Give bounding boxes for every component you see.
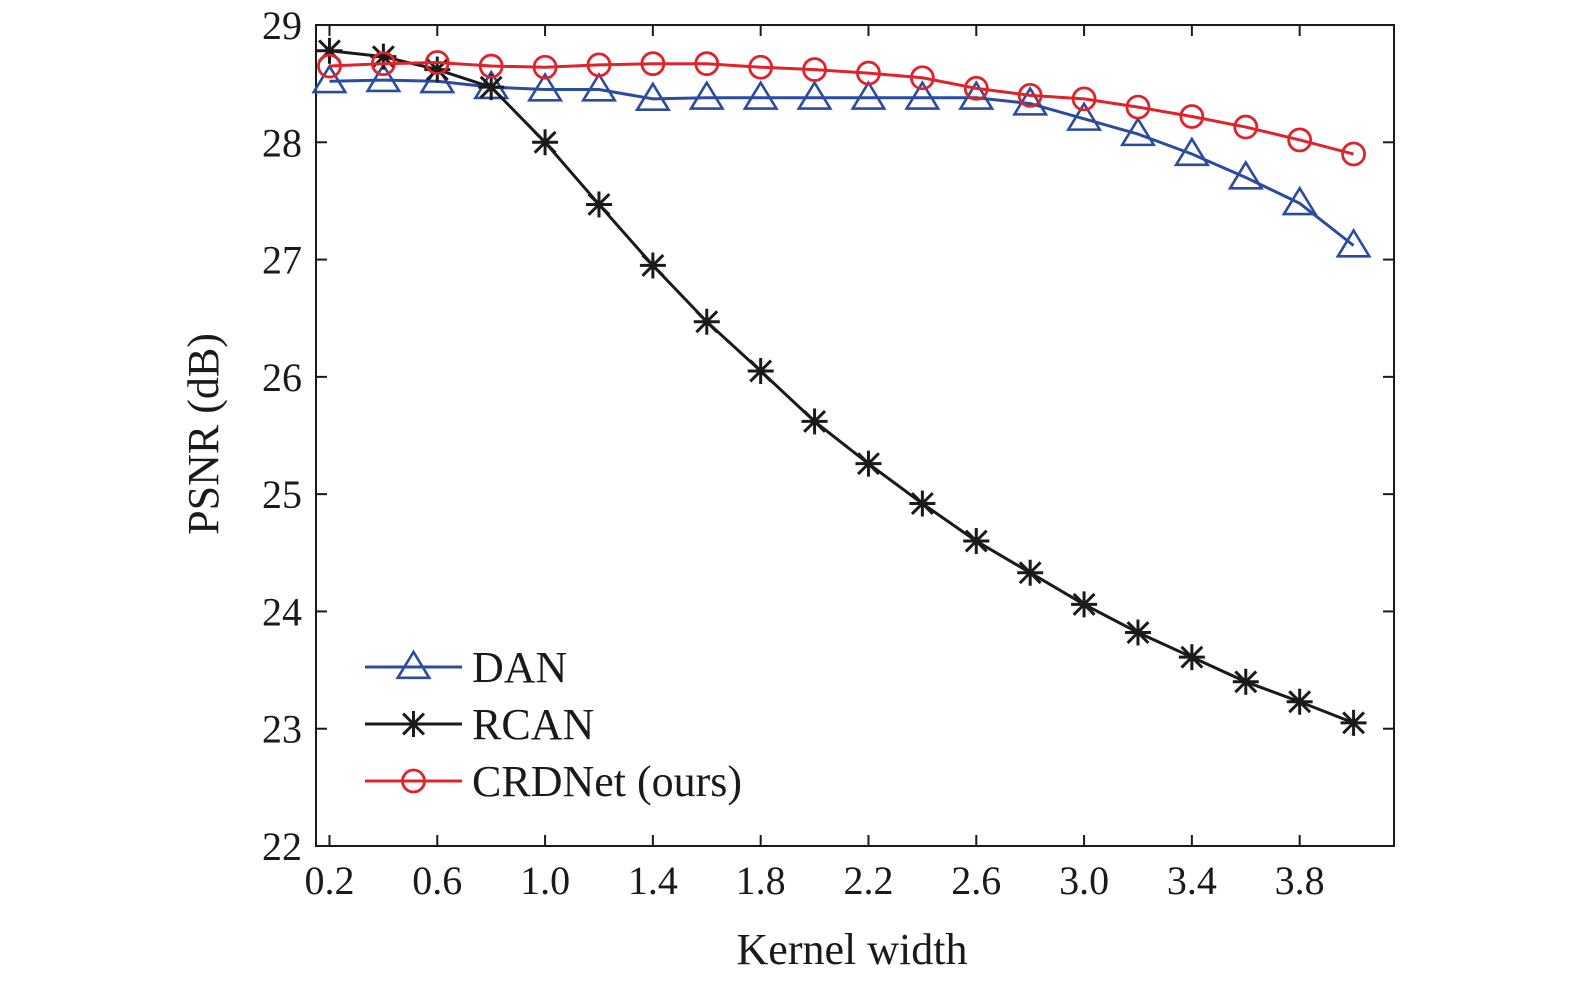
series-rcan (316, 37, 1367, 736)
legend-item-rcan: RCAN (365, 700, 594, 749)
x-tick-label: 1.0 (520, 858, 570, 903)
x-tick-label: 0.2 (304, 858, 354, 903)
data-point-dan (688, 80, 725, 110)
data-point-dan (1335, 228, 1372, 258)
data-point-crdnet-ours (532, 54, 558, 80)
data-point-dan (742, 80, 779, 110)
y-tick-label: 24 (262, 589, 302, 634)
y-tick-label: 25 (262, 472, 302, 517)
data-point-crdnet-ours (424, 50, 450, 75)
legend-marker (395, 649, 432, 680)
data-point-crdnet-ours (856, 60, 881, 86)
data-point-crdnet-ours (586, 52, 612, 78)
data-point-rcan (963, 528, 990, 555)
series-line-crdnet-ours (329, 61, 1354, 156)
x-tick-label: 3.0 (1059, 858, 1109, 903)
series-dan (311, 62, 1372, 258)
data-point-dan (311, 63, 348, 94)
data-point-rcan (747, 357, 774, 384)
data-point-dan (634, 81, 671, 111)
data-point-dan (796, 80, 833, 110)
data-point-crdnet-ours (317, 53, 342, 79)
data-point-dan (1227, 159, 1264, 190)
y-tick-label: 23 (262, 707, 302, 752)
x-tick-label: 2.2 (843, 858, 893, 903)
data-point-rcan (1071, 591, 1098, 618)
legend-item-crdnet-ours: CRDNet (ours) (365, 757, 742, 806)
data-point-crdnet-ours (963, 75, 989, 101)
data-point-crdnet-ours (748, 54, 774, 80)
data-point-rcan (855, 450, 882, 477)
data-point-crdnet-ours (1017, 82, 1043, 108)
data-point-rcan (909, 490, 936, 517)
data-point-crdnet-ours (370, 51, 396, 77)
axes-frame (315, 24, 1395, 847)
data-point-rcan (1232, 668, 1259, 695)
data-point-dan (1119, 116, 1157, 147)
legend-label: DAN (472, 643, 567, 692)
x-axis-label: Kernel width (737, 925, 968, 974)
data-point-rcan (639, 252, 666, 279)
data-point-dan (850, 80, 887, 110)
data-point-crdnet-ours (1341, 141, 1366, 167)
legend-item-dan: DAN (365, 643, 567, 692)
data-point-dan (1066, 101, 1103, 131)
data-point-rcan (801, 408, 828, 435)
legend-label: CRDNet (ours) (472, 757, 742, 806)
data-point-crdnet-ours (1233, 114, 1259, 140)
data-point-dan (1281, 185, 1318, 216)
data-point-dan (904, 80, 941, 110)
data-point-crdnet-ours (1179, 104, 1205, 129)
x-tick-label: 0.6 (412, 858, 462, 903)
data-point-rcan (1286, 688, 1313, 715)
data-point-crdnet-ours (1125, 94, 1151, 120)
data-point-rcan (1340, 709, 1367, 736)
data-point-crdnet-ours (478, 53, 504, 79)
y-tick-label: 29 (262, 3, 302, 48)
legend-marker (400, 711, 427, 737)
x-tick-label: 3.8 (1275, 858, 1325, 903)
y-tick-label: 22 (262, 824, 302, 869)
data-point-rcan (693, 308, 720, 335)
y-tick-label: 27 (262, 238, 302, 283)
legend-marker (401, 768, 426, 794)
data-point-rcan (1017, 559, 1044, 586)
data-point-rcan (478, 74, 505, 101)
series-crdnet-ours (317, 50, 1366, 167)
data-point-crdnet-ours (1287, 127, 1313, 153)
y-axis-label: PSNR (dB) (179, 333, 228, 535)
series-layer (311, 37, 1372, 736)
x-tick-label: 3.4 (1167, 858, 1217, 903)
data-point-rcan (585, 191, 612, 218)
data-point-crdnet-ours (1071, 86, 1097, 112)
data-point-crdnet-ours (802, 57, 827, 82)
y-tick-label: 28 (262, 120, 302, 165)
data-point-rcan (532, 129, 559, 156)
data-point-dan (580, 72, 618, 102)
data-point-dan (365, 62, 402, 93)
y-tick-label: 26 (262, 355, 302, 400)
legend: DAN RCAN CRDNet (ours) (365, 643, 742, 806)
plot-frame (315, 24, 1395, 847)
x-tick-label: 1.4 (628, 858, 678, 903)
data-point-dan (527, 72, 564, 102)
data-point-rcan (1178, 644, 1205, 671)
axis-ticks: 0.2 0.6 1.0 1.4 1.8 2.2 2.6 3.0 3.4 3.8 22 23 24 25 26… (262, 3, 1394, 903)
legend-label: RCAN (472, 700, 594, 749)
data-point-crdnet-ours (640, 51, 666, 77)
data-point-crdnet-ours (694, 51, 720, 77)
data-point-crdnet-ours (909, 65, 935, 91)
x-tick-label: 2.6 (951, 858, 1001, 903)
series-line-dan (329, 78, 1355, 247)
data-point-dan (1173, 136, 1210, 167)
data-point-rcan (1124, 619, 1151, 646)
x-tick-label: 1.8 (736, 858, 786, 903)
